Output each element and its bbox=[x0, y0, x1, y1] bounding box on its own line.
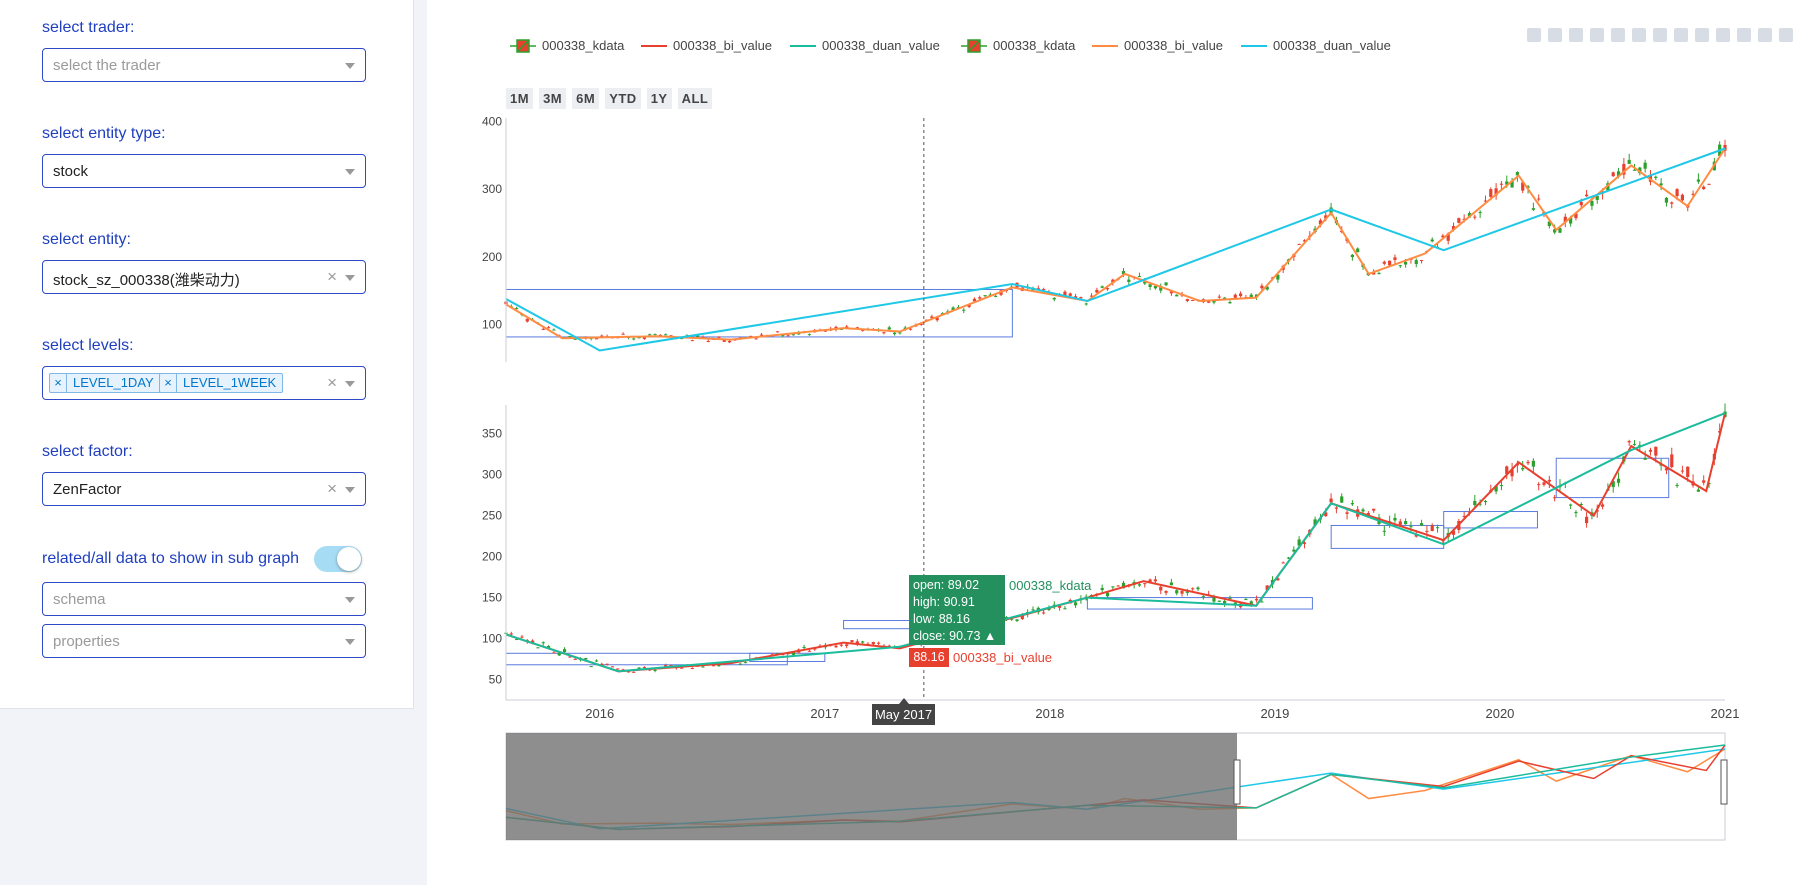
range-button-6m[interactable]: 6M bbox=[572, 88, 600, 109]
entity-type-label: select entity type: bbox=[42, 125, 166, 142]
chart-modebar bbox=[1527, 28, 1793, 42]
entity-dropdown[interactable]: stock_sz_000338(潍柴动力) × bbox=[42, 260, 366, 294]
plotly-logo-icon[interactable] bbox=[1779, 28, 1793, 42]
sub-graph-label: related/all data to show in sub graph bbox=[42, 550, 300, 567]
autoscale-icon[interactable] bbox=[1674, 28, 1688, 42]
factor-label: select factor: bbox=[42, 443, 133, 460]
line-swatch-icon bbox=[790, 39, 816, 53]
range-button-1m[interactable]: 1M bbox=[506, 88, 534, 109]
hover-closest-icon[interactable] bbox=[1737, 28, 1751, 42]
trader-placeholder: select the trader bbox=[53, 57, 161, 74]
range-selector: 1M 3M 6M YTD 1Y ALL bbox=[506, 88, 713, 109]
hover-compare-icon[interactable] bbox=[1758, 28, 1772, 42]
hover-high: high: 90.91 bbox=[913, 595, 975, 609]
zoom-icon[interactable] bbox=[1548, 28, 1562, 42]
trader-dropdown[interactable]: select the trader bbox=[42, 48, 366, 82]
legend-item[interactable]: 000338_bi_value bbox=[641, 38, 772, 53]
entity-label: select entity: bbox=[42, 231, 131, 248]
legend-label: 000338_duan_value bbox=[1273, 38, 1391, 53]
chevron-down-icon[interactable] bbox=[345, 639, 355, 645]
hover-open: open: 89.02 bbox=[913, 578, 980, 592]
hover-low: low: 88.16 bbox=[913, 612, 970, 626]
schema-placeholder: schema bbox=[53, 591, 106, 608]
line-swatch-icon bbox=[1241, 39, 1267, 53]
entity-value: stock_sz_000338(潍柴动力) bbox=[53, 272, 240, 289]
sub-graph-toggle[interactable] bbox=[314, 546, 362, 572]
range-button-3m[interactable]: 3M bbox=[539, 88, 567, 109]
chevron-down-icon[interactable] bbox=[345, 487, 355, 493]
trader-label: select trader: bbox=[42, 19, 135, 36]
remove-tag-icon[interactable]: × bbox=[50, 374, 67, 392]
hover-bi-series: 000338_bi_value bbox=[953, 650, 1053, 665]
reset-axes-icon[interactable] bbox=[1695, 28, 1709, 42]
chevron-down-icon[interactable] bbox=[345, 275, 355, 281]
legend-item[interactable]: 000338_kdata bbox=[510, 38, 624, 53]
line-swatch-icon bbox=[1092, 39, 1118, 53]
factor-value: ZenFactor bbox=[53, 481, 122, 498]
chevron-down-icon[interactable] bbox=[345, 63, 355, 69]
chevron-down-icon[interactable] bbox=[345, 381, 355, 387]
chevron-down-icon[interactable] bbox=[345, 169, 355, 175]
levels-label: select levels: bbox=[42, 337, 134, 354]
range-button-all[interactable]: ALL bbox=[677, 88, 713, 109]
legend-item[interactable]: 000338_kdata bbox=[961, 38, 1075, 53]
pan-icon[interactable] bbox=[1569, 28, 1583, 42]
entity-type-dropdown[interactable]: stock bbox=[42, 154, 366, 188]
candle-swatch-icon bbox=[961, 38, 987, 53]
lasso-icon[interactable] bbox=[1611, 28, 1625, 42]
clear-icon[interactable]: × bbox=[327, 267, 337, 286]
legend-label: 000338_bi_value bbox=[1124, 38, 1224, 53]
candle-swatch-icon bbox=[510, 38, 536, 53]
properties-dropdown[interactable]: properties bbox=[42, 624, 366, 658]
hover-tooltip: open: 89.02 high: 90.91 low: 88.16 close… bbox=[909, 575, 1005, 645]
factor-dropdown[interactable]: ZenFactor × bbox=[42, 472, 366, 506]
line-swatch-icon bbox=[641, 39, 667, 53]
clear-icon[interactable]: × bbox=[327, 479, 337, 498]
hover-close: close: 90.73 ▲ bbox=[913, 629, 997, 643]
chevron-down-icon[interactable] bbox=[345, 597, 355, 603]
hover-series-name: 000338_kdata bbox=[1009, 578, 1092, 593]
level-tag-label: LEVEL_1WEEK bbox=[183, 375, 277, 390]
box-select-icon[interactable] bbox=[1590, 28, 1604, 42]
legend-label: 000338_kdata bbox=[993, 38, 1076, 53]
camera-icon[interactable] bbox=[1527, 28, 1541, 42]
control-panel: select trader: select the trader select … bbox=[0, 0, 414, 709]
entity-type-value: stock bbox=[53, 163, 89, 180]
level-tag-label: LEVEL_1DAY bbox=[73, 375, 154, 390]
levels-multiselect[interactable]: × LEVEL_1DAY × LEVEL_1WEEK × bbox=[42, 366, 366, 400]
legend-item[interactable]: 000338_duan_value bbox=[1241, 38, 1391, 53]
range-button-1y[interactable]: 1Y bbox=[646, 88, 672, 109]
chart-area bbox=[427, 0, 1801, 885]
properties-placeholder: properties bbox=[53, 633, 120, 650]
range-button-ytd[interactable]: YTD bbox=[605, 88, 641, 109]
legend-item[interactable]: 000338_bi_value bbox=[1092, 38, 1223, 53]
legend-label: 000338_duan_value bbox=[822, 38, 940, 53]
legend-item[interactable]: 000338_duan_value bbox=[790, 38, 940, 53]
zoom-out-icon[interactable] bbox=[1653, 28, 1667, 42]
hover-bi-value: 88.16 bbox=[909, 648, 949, 667]
schema-dropdown[interactable]: schema bbox=[42, 582, 366, 616]
hover-x-label: May 2017 bbox=[872, 698, 935, 725]
legend-label: 000338_kdata bbox=[542, 38, 625, 53]
level-tag[interactable]: × LEVEL_1WEEK bbox=[159, 373, 284, 393]
remove-tag-icon[interactable]: × bbox=[160, 374, 177, 392]
level-tag[interactable]: × LEVEL_1DAY bbox=[49, 373, 161, 393]
clear-icon[interactable]: × bbox=[327, 373, 337, 392]
zoom-in-icon[interactable] bbox=[1632, 28, 1646, 42]
legend-label: 000338_bi_value bbox=[673, 38, 773, 53]
spike-lines-icon[interactable] bbox=[1716, 28, 1730, 42]
toggle-knob[interactable] bbox=[337, 547, 361, 571]
